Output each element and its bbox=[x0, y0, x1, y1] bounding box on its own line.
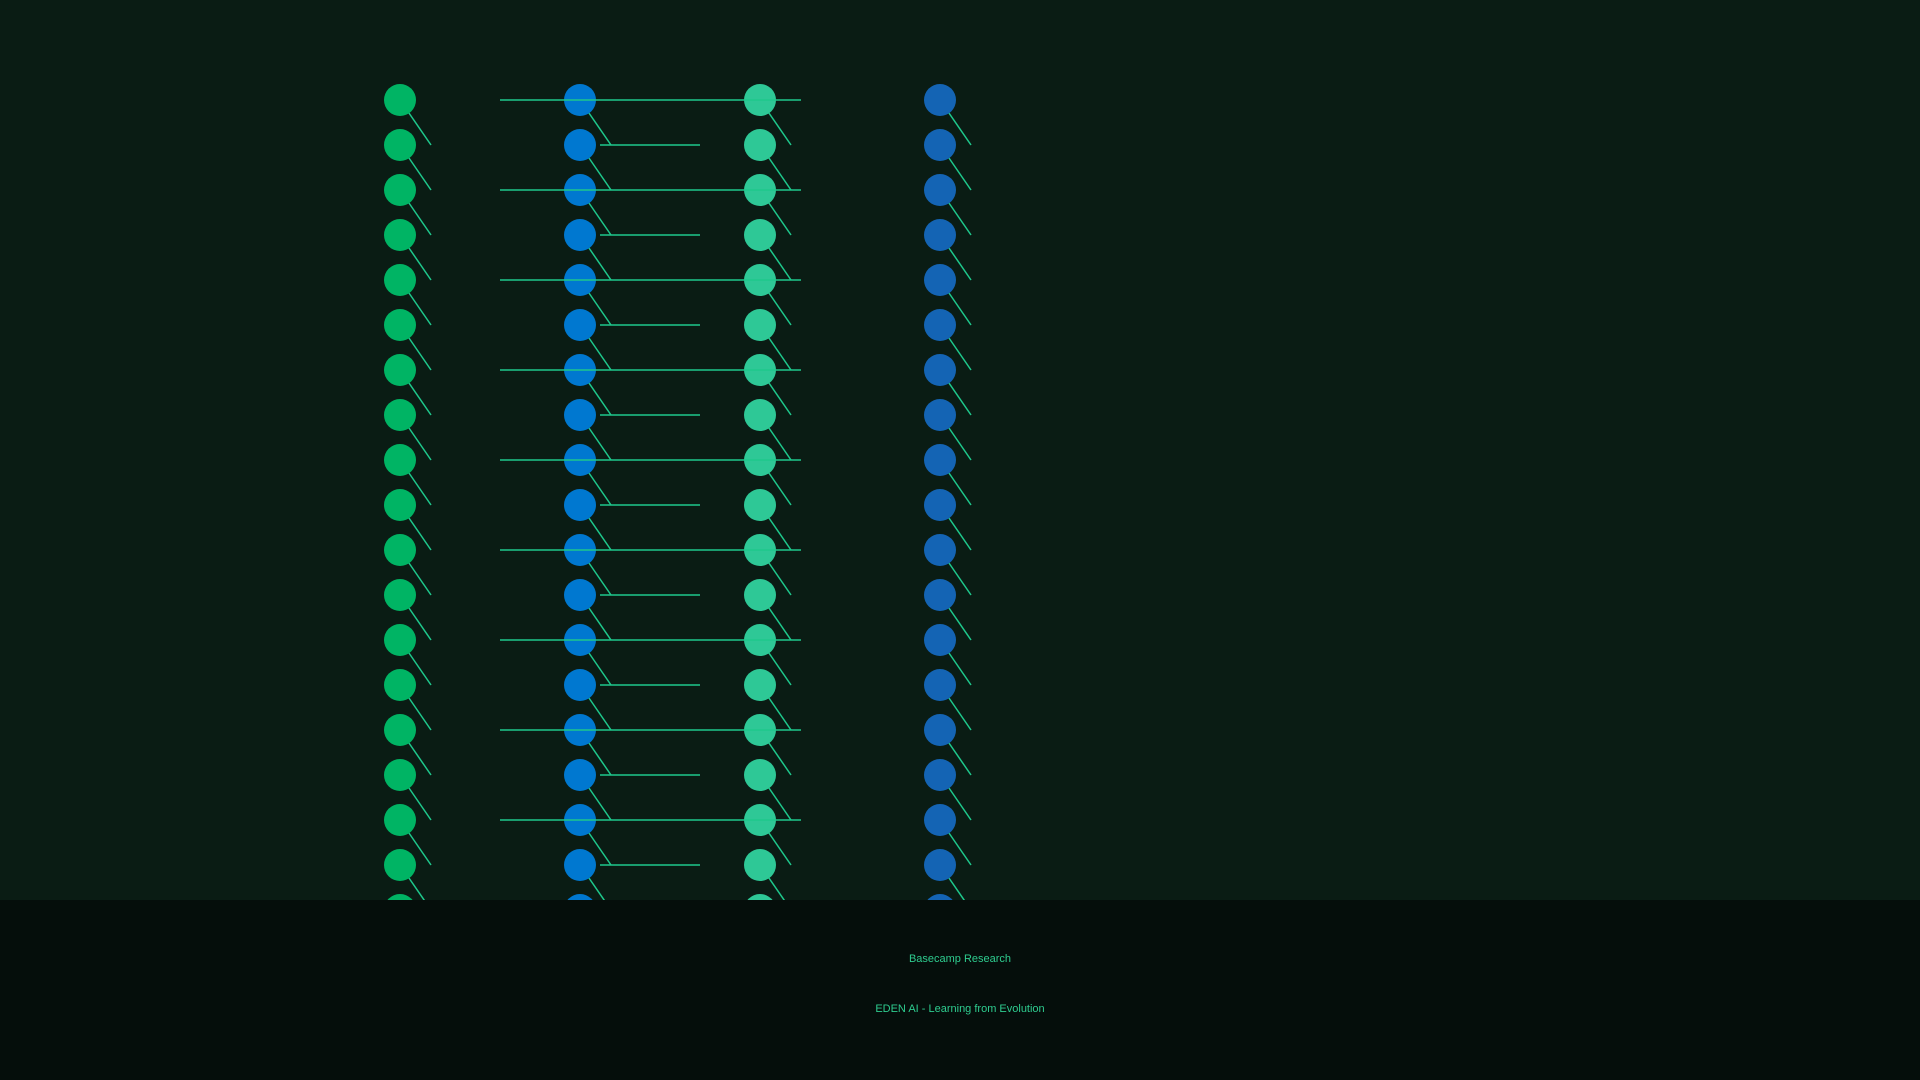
node bbox=[924, 489, 956, 521]
node bbox=[567, 894, 593, 900]
node bbox=[747, 894, 773, 900]
node bbox=[384, 354, 416, 386]
node bbox=[924, 624, 956, 656]
node bbox=[924, 849, 956, 881]
node bbox=[924, 669, 956, 701]
decorative-art bbox=[384, 84, 972, 900]
node bbox=[924, 444, 956, 476]
node bbox=[384, 579, 416, 611]
node bbox=[384, 174, 416, 206]
node bbox=[384, 489, 416, 521]
node bbox=[564, 219, 596, 251]
node bbox=[744, 849, 776, 881]
node bbox=[564, 759, 596, 791]
node bbox=[744, 129, 776, 161]
node bbox=[384, 714, 416, 746]
node bbox=[744, 219, 776, 251]
node bbox=[384, 399, 416, 431]
node bbox=[744, 489, 776, 521]
node bbox=[384, 849, 416, 881]
node bbox=[927, 894, 953, 900]
node bbox=[924, 354, 956, 386]
node bbox=[924, 309, 956, 341]
node bbox=[924, 579, 956, 611]
node bbox=[924, 264, 956, 296]
node bbox=[564, 669, 596, 701]
node bbox=[744, 399, 776, 431]
node bbox=[384, 624, 416, 656]
node bbox=[384, 759, 416, 791]
node bbox=[384, 309, 416, 341]
node bbox=[384, 444, 416, 476]
node bbox=[564, 579, 596, 611]
node bbox=[924, 129, 956, 161]
node bbox=[744, 579, 776, 611]
footer: Basecamp Research EDEN AI - Learning fro… bbox=[0, 900, 1920, 1080]
node bbox=[924, 219, 956, 251]
node bbox=[744, 759, 776, 791]
node bbox=[924, 534, 956, 566]
node bbox=[564, 399, 596, 431]
node bbox=[924, 174, 956, 206]
brand: Basecamp Research bbox=[908, 953, 1012, 965]
node bbox=[924, 759, 956, 791]
node bbox=[384, 219, 416, 251]
node bbox=[384, 84, 416, 116]
node bbox=[564, 309, 596, 341]
node bbox=[924, 804, 956, 836]
tagline: EDEN AI - Learning from Evolution bbox=[875, 1003, 1045, 1015]
node bbox=[564, 849, 596, 881]
node bbox=[387, 894, 413, 900]
node bbox=[924, 84, 956, 116]
node bbox=[384, 669, 416, 701]
node bbox=[384, 264, 416, 296]
node bbox=[384, 129, 416, 161]
node bbox=[744, 309, 776, 341]
node bbox=[384, 804, 416, 836]
node bbox=[924, 399, 956, 431]
node bbox=[744, 669, 776, 701]
node bbox=[564, 129, 596, 161]
node bbox=[564, 489, 596, 521]
node bbox=[924, 714, 956, 746]
node bbox=[384, 534, 416, 566]
